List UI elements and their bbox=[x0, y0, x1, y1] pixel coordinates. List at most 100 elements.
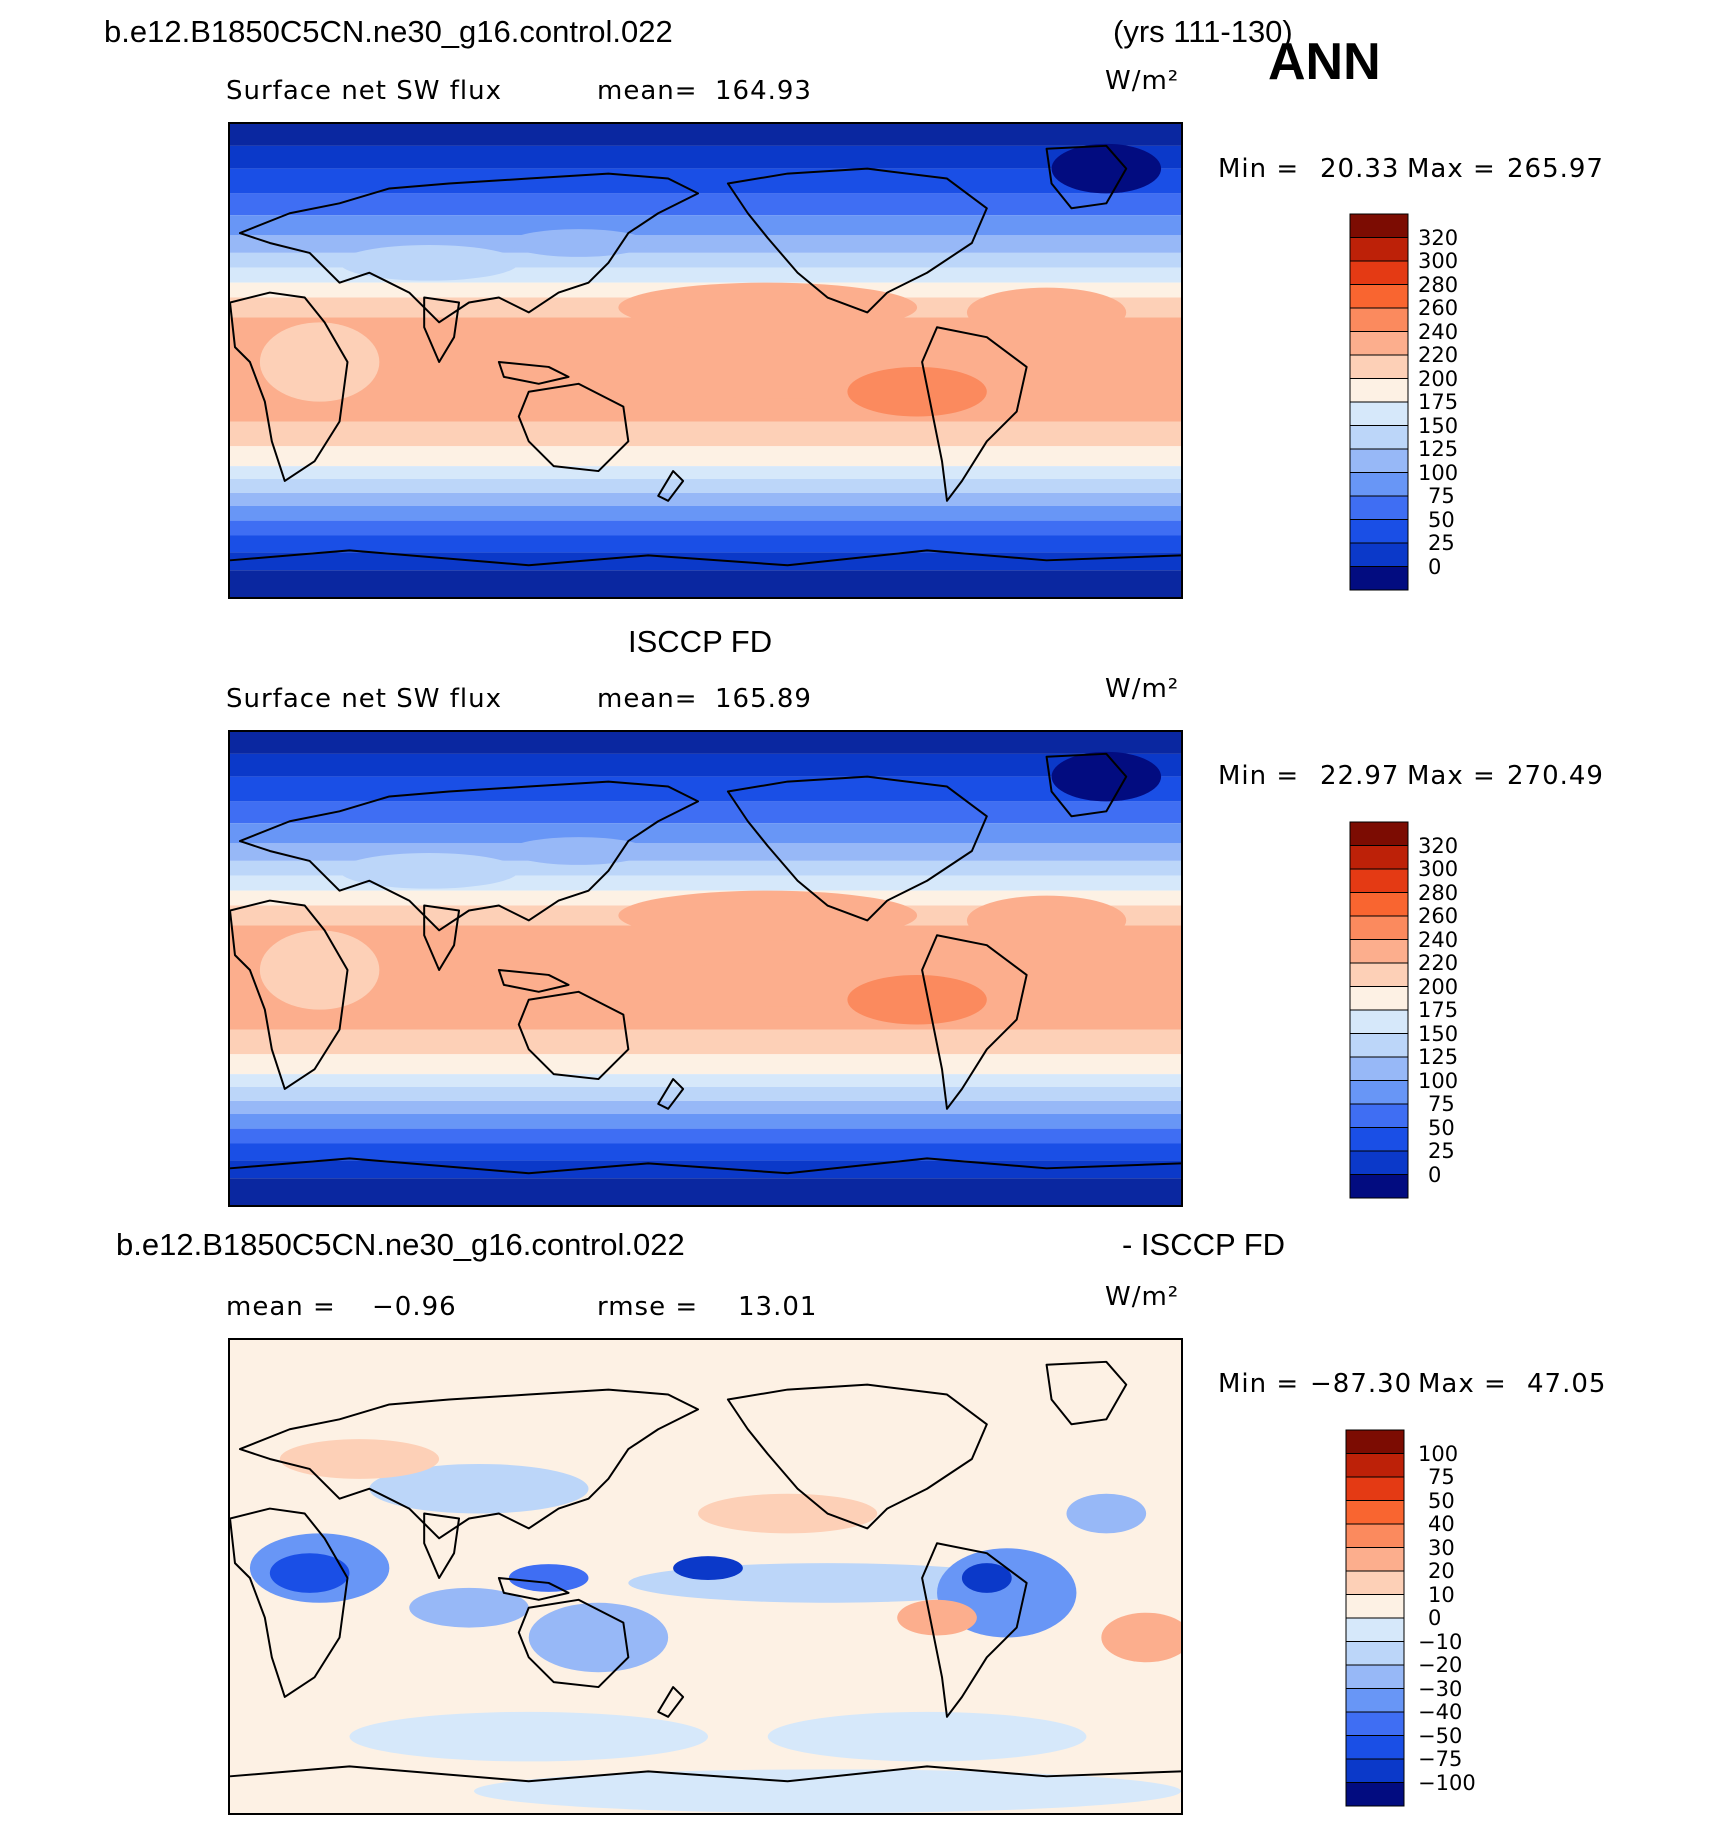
flux-band bbox=[230, 505, 1181, 521]
colorbar-level-label: −100 bbox=[1418, 1770, 1476, 1795]
anomaly-region bbox=[508, 1564, 589, 1592]
flux-band bbox=[230, 466, 1181, 479]
colorbar-swatch bbox=[1345, 1523, 1405, 1548]
colorbar-level-label: 0 bbox=[1428, 1606, 1442, 1630]
anomaly-region bbox=[897, 1599, 977, 1636]
panel3-rmse-label: rmse = bbox=[597, 1292, 699, 1322]
anomaly-region bbox=[269, 1553, 350, 1593]
cool-region bbox=[508, 229, 649, 257]
coastline bbox=[230, 1507, 349, 1698]
panel3-mean-value: −0.96 bbox=[372, 1292, 457, 1322]
colorbar-swatch bbox=[1349, 1080, 1409, 1105]
flux-band bbox=[230, 168, 1181, 194]
colorbar-level-label: −10 bbox=[1418, 1629, 1463, 1654]
coastline bbox=[921, 934, 1028, 1110]
panel2-units: W/m² bbox=[1105, 674, 1180, 704]
colorbar-level-label: 75 bbox=[1428, 1465, 1455, 1489]
colorbar-level-label: 50 bbox=[1428, 1488, 1455, 1513]
flux-band bbox=[230, 732, 1181, 754]
warm-region bbox=[966, 895, 1127, 946]
anomaly-region bbox=[279, 1439, 440, 1479]
coastline bbox=[230, 1157, 1181, 1175]
colorbar-swatch bbox=[1349, 915, 1409, 940]
cool-region bbox=[1051, 143, 1162, 194]
coastline bbox=[230, 549, 1181, 567]
flux-band bbox=[230, 1178, 1181, 1205]
colorbar-swatch bbox=[1349, 1103, 1409, 1128]
colorbar-swatch bbox=[1349, 892, 1409, 917]
coastline bbox=[230, 291, 349, 482]
colorbar-swatch bbox=[1349, 354, 1409, 379]
colorbar-swatch bbox=[1349, 1056, 1409, 1081]
colorbar-level-label: 75 bbox=[1428, 1092, 1455, 1116]
cool-region bbox=[339, 244, 519, 281]
colorbar-swatch bbox=[1349, 821, 1409, 846]
colorbar-level-label: 280 bbox=[1418, 880, 1459, 905]
coastline bbox=[921, 326, 1028, 502]
flux-band bbox=[230, 570, 1181, 597]
coastline bbox=[921, 1542, 1028, 1718]
panel2-min-value: 22.97 bbox=[1320, 761, 1400, 791]
flux-band bbox=[230, 801, 1181, 824]
flux-band bbox=[230, 1100, 1181, 1114]
colorbar-svg bbox=[1349, 821, 1409, 1199]
colorbar-swatch bbox=[1349, 519, 1409, 544]
warm-region bbox=[618, 890, 918, 941]
colorbar-level-label: 0 bbox=[1428, 1162, 1442, 1187]
panel2-min-label: Min = bbox=[1218, 761, 1300, 791]
coastline bbox=[238, 172, 700, 324]
coastline bbox=[517, 382, 630, 473]
flux-band bbox=[230, 215, 1181, 236]
colorbar-level-label: 100 bbox=[1418, 1441, 1459, 1466]
coastline bbox=[230, 899, 349, 1090]
warm-region bbox=[966, 287, 1127, 338]
colorbar-level-label: 20 bbox=[1428, 1559, 1455, 1583]
colorbar-swatch bbox=[1349, 401, 1409, 426]
colorbar-level-label: 125 bbox=[1418, 437, 1459, 461]
flux-band bbox=[230, 1128, 1181, 1144]
colorbar-level-label: 240 bbox=[1418, 927, 1459, 952]
anomaly-region bbox=[473, 1769, 1181, 1813]
panel1-map bbox=[228, 122, 1183, 599]
colorbar-swatch bbox=[1345, 1641, 1405, 1666]
anomaly-region bbox=[961, 1563, 1012, 1593]
panel3-max-label: Max = bbox=[1418, 1369, 1507, 1399]
colorbar-level-label: 240 bbox=[1418, 319, 1459, 344]
colorbar-level-label: 175 bbox=[1418, 390, 1459, 414]
colorbar-swatch bbox=[1349, 448, 1409, 473]
flux-band bbox=[230, 193, 1181, 216]
panel2-mean-value: 165.89 bbox=[715, 684, 812, 714]
flux-band bbox=[230, 823, 1181, 844]
flux-band bbox=[230, 1074, 1181, 1087]
panel3-rmse-value: 13.01 bbox=[738, 1292, 818, 1322]
colorbar-level-label: 320 bbox=[1418, 225, 1459, 250]
colorbar-level-label: 0 bbox=[1428, 554, 1442, 579]
panel1-max-value: 265.97 bbox=[1507, 154, 1604, 184]
colorbar-swatch bbox=[1345, 1735, 1405, 1760]
colorbar-level-label: 175 bbox=[1418, 998, 1459, 1022]
coastline bbox=[230, 1765, 1181, 1783]
colorbar-swatch bbox=[1345, 1664, 1405, 1689]
panel1-variable: Surface net SW flux bbox=[226, 76, 502, 106]
warm-region bbox=[847, 974, 987, 1025]
colorbar-swatch bbox=[1349, 986, 1409, 1011]
colorbar-level-label: 75 bbox=[1428, 484, 1455, 508]
colorbar-level-label: 50 bbox=[1428, 1115, 1455, 1140]
panel3-units: W/m² bbox=[1105, 1282, 1180, 1312]
panel3-colorbar bbox=[1345, 1429, 1405, 1807]
colorbar-swatch bbox=[1349, 1009, 1409, 1034]
anomaly-region bbox=[349, 1711, 708, 1762]
colorbar-swatch bbox=[1349, 845, 1409, 870]
coastline bbox=[423, 296, 461, 363]
colorbar-swatch bbox=[1349, 260, 1409, 285]
coastline bbox=[1045, 752, 1128, 818]
colorbar-level-label: 300 bbox=[1418, 857, 1459, 881]
colorbar-svg bbox=[1349, 213, 1409, 591]
coastline bbox=[517, 1598, 630, 1689]
years-label: (yrs 111-130) bbox=[1113, 14, 1293, 49]
panel3-title-left: b.e12.B1850C5CN.ne30_g16.control.022 bbox=[116, 1227, 685, 1262]
coastline bbox=[1045, 1360, 1128, 1426]
warm-region bbox=[618, 282, 918, 333]
panel3-map-svg bbox=[230, 1340, 1181, 1813]
panel1-max-label: Max = bbox=[1407, 154, 1496, 184]
